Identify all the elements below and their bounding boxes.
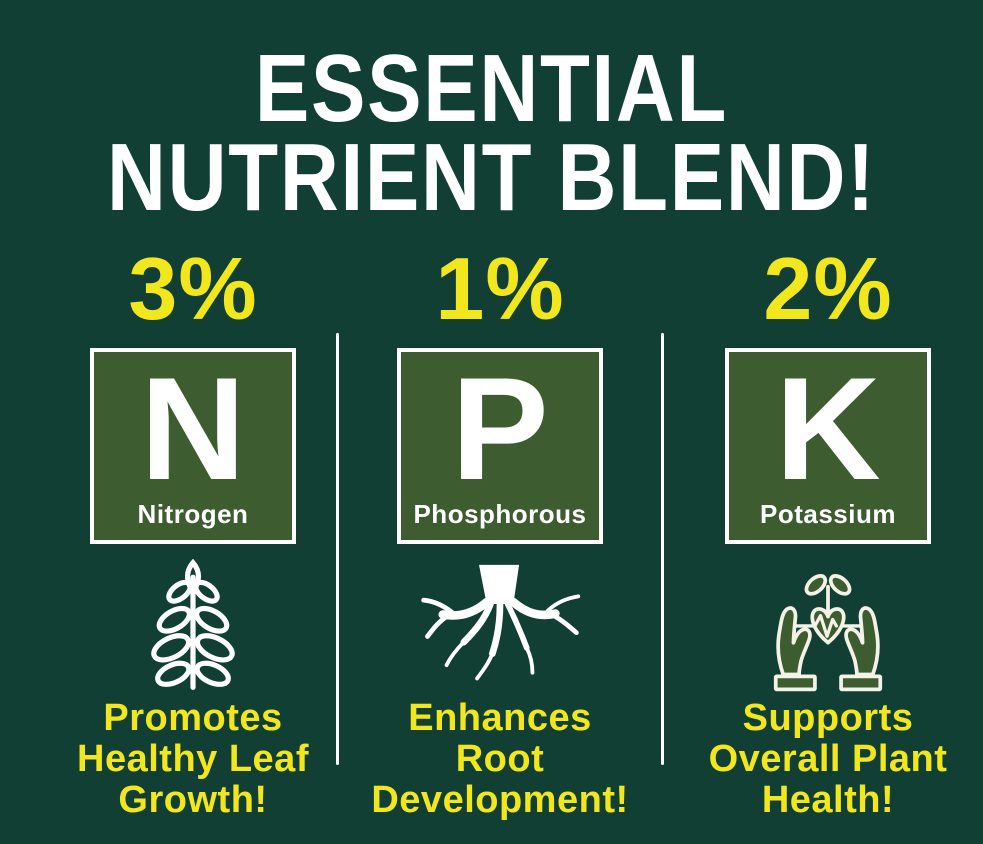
potassium-element-square: K Potassium bbox=[725, 348, 931, 544]
nitrogen-label: Nitrogen bbox=[137, 499, 249, 529]
potassium-label: Potassium bbox=[760, 499, 896, 529]
nutrient-column-potassium: 2% K Potassium bbox=[663, 239, 983, 821]
phosphorous-benefit-caption: Enhances Root Development! bbox=[371, 697, 629, 821]
nitrogen-percent: 3% bbox=[128, 239, 258, 338]
page-title: ESSENTIAL NUTRIENT BLEND! bbox=[74, 35, 910, 231]
nutrient-column-nitrogen: 3% N Nitrogen Promotes Healthy Leaf Grow… bbox=[28, 239, 358, 821]
nitrogen-symbol: N bbox=[140, 347, 246, 510]
nutrient-column-phosphorous: 1% P Phosphorous Enhances Root De bbox=[335, 239, 665, 821]
phosphorous-label: Phosphorous bbox=[413, 499, 587, 529]
column-divider-left bbox=[336, 333, 339, 765]
roots-icon bbox=[335, 556, 665, 694]
nitrogen-benefit-caption: Promotes Healthy Leaf Growth! bbox=[77, 697, 309, 821]
leaf-growth-icon bbox=[28, 556, 358, 694]
title-line-1: ESSENTIAL bbox=[254, 35, 729, 142]
title-line-2: NUTRIENT BLEND! bbox=[107, 124, 876, 231]
potassium-benefit-caption: Supports Overall Plant Health! bbox=[708, 697, 948, 821]
column-divider-right bbox=[661, 333, 664, 765]
hands-holding-plant-icon bbox=[663, 556, 983, 694]
potassium-symbol: K bbox=[775, 347, 881, 510]
phosphorous-percent: 1% bbox=[435, 239, 565, 338]
phosphorous-symbol: P bbox=[451, 347, 549, 510]
nitrogen-element-square: N Nitrogen bbox=[90, 348, 296, 544]
potassium-percent: 2% bbox=[763, 239, 893, 338]
phosphorous-element-square: P Phosphorous bbox=[397, 348, 603, 544]
